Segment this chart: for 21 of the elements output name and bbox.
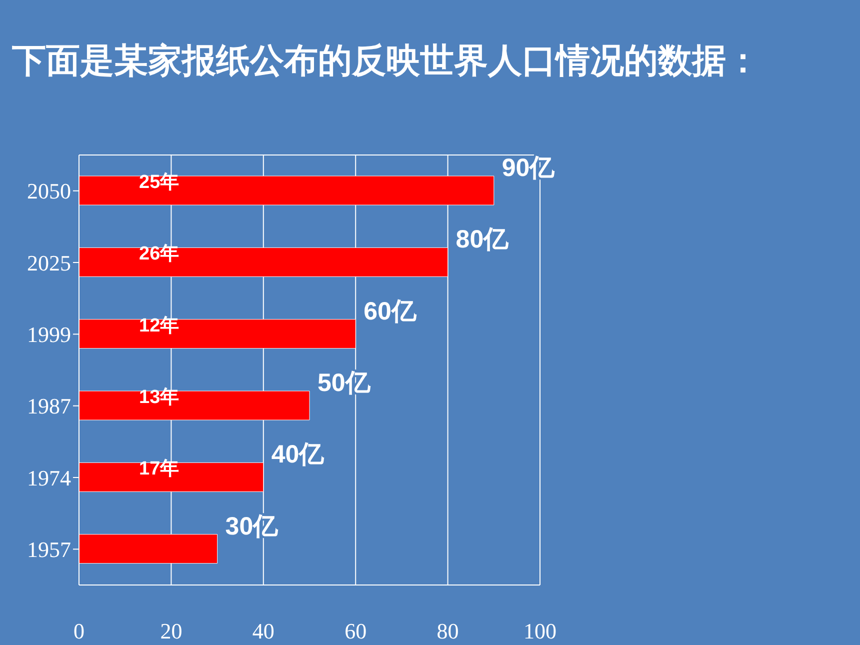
x-tick-label: 20 — [160, 618, 182, 644]
y-tick-label: 1957 — [27, 536, 71, 562]
y-tick-label: 1987 — [27, 394, 71, 419]
annotation: 26年 — [139, 244, 180, 265]
x-tick-label: 0 — [74, 618, 84, 644]
data-label: 60亿 — [364, 297, 418, 326]
chart-title: 下面是某家报纸公布的反映世界人口情况的数据： — [12, 40, 761, 82]
y-tick-label: 1999 — [27, 322, 71, 347]
data-label: 40亿 — [271, 440, 326, 469]
annotation: 13年 — [139, 387, 180, 408]
y-tick-label: 1974 — [27, 465, 71, 490]
annotation: 25年 — [139, 172, 180, 193]
annotation: 17年 — [139, 458, 180, 480]
data-label: 80亿 — [456, 226, 510, 254]
x-tick-label: 80 — [436, 618, 459, 644]
y-tick-label: 2050 — [27, 178, 71, 204]
y-tick-label: 2025 — [27, 250, 71, 276]
x-tick-label: 60 — [344, 618, 367, 644]
x-tick-label: 100 — [524, 618, 556, 644]
x-tick-label: 40 — [252, 618, 274, 644]
annotation: 12年 — [139, 315, 180, 336]
